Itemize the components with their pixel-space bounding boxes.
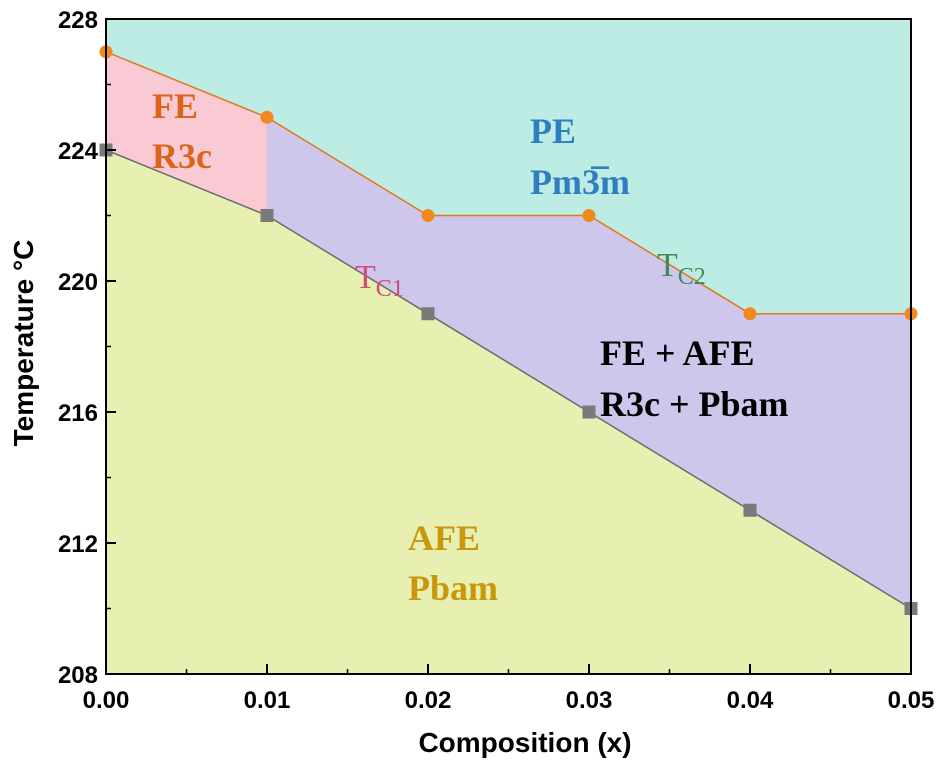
label-pe-line2: Pm3̅m [530,162,630,202]
boundary-lines [105,51,912,610]
tc2-label: TC2 [657,247,706,290]
region-fe-afe [267,117,911,609]
tc1-label: TC1 [355,259,404,302]
tc2-point [260,110,274,124]
y-tick-label: 208 [58,662,98,689]
tc2-sub: C2 [678,264,706,290]
y-tick-label: 216 [58,400,98,427]
label-afe: AFE Pbam [408,518,498,608]
x-tick-label: 0.02 [405,687,452,714]
label-afe-line1: AFE [408,518,480,558]
tc1-point [421,307,435,321]
tc2-point [421,209,435,222]
tc2-point [743,307,757,321]
tc1-sub: C1 [376,276,404,302]
x-tick-label: 0.05 [888,687,935,714]
data-points [99,45,918,615]
y-axis-title: Temperature °C [8,240,39,447]
tc2-main: T [657,247,678,284]
region-afe [106,150,911,674]
tc1-point [582,405,596,419]
x-tick-label: 0.04 [727,687,774,714]
region-fe [106,51,267,216]
label-fe-afe-line2: R3c + Pbam [600,384,789,424]
tc2-point [582,209,596,222]
label-fe-line1: FE [152,86,198,126]
tc1-main: T [355,259,376,296]
axis-ticks: 0.00 0.01 0.02 0.03 0.04 0.05 208 212 216 220 224 2… [58,7,934,714]
tc2-boundary-line [105,51,911,315]
x-axis-title: Composition (x) [418,727,631,758]
y-tick-label: 220 [58,269,98,296]
label-afe-line2: Pbam [408,568,498,608]
label-pe: PE Pm3̅m [530,111,630,202]
label-fe-afe: FE + AFE R3c + Pbam [600,333,789,424]
tc1-boundary-line [105,149,912,610]
y-tick-label: 228 [58,7,98,34]
label-fe-line2: R3c [152,136,212,176]
label-pe-line1: PE [530,111,576,151]
region-pe [106,19,911,314]
y-tick-label: 224 [58,138,99,165]
tc1-point [260,209,274,222]
x-tick-label: 0.03 [566,687,613,714]
phase-regions [106,19,911,674]
y-tick-label: 212 [58,531,98,558]
label-fe-afe-line1: FE + AFE [600,333,755,373]
tc1-point [743,503,757,517]
label-fe: FE R3c [152,86,212,176]
x-tick-label: 0.00 [83,687,130,714]
x-tick-label: 0.01 [244,687,291,714]
